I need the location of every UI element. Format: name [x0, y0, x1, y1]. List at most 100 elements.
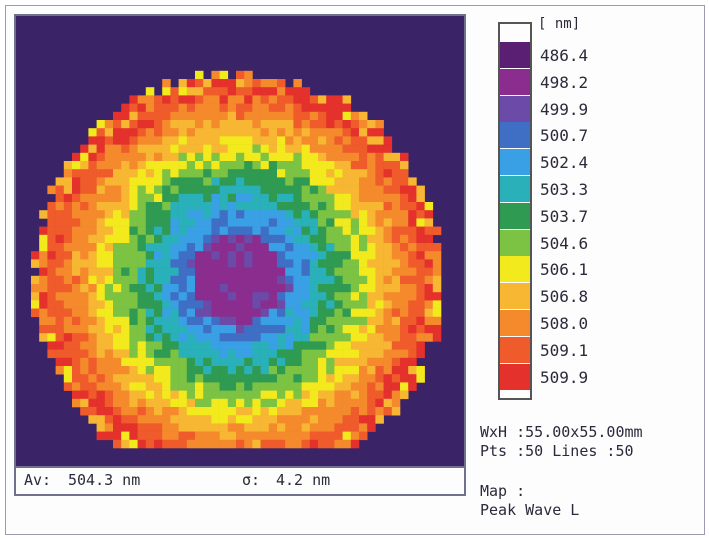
- heatmap-cell: [137, 103, 147, 113]
- heatmap-cell: [203, 111, 212, 121]
- heatmap-cell: [293, 136, 302, 145]
- heatmap-cell: [113, 128, 122, 137]
- heatmap-cell: [162, 333, 171, 342]
- heatmap-cell: [391, 243, 401, 252]
- heatmap-cell: [178, 341, 188, 350]
- heatmap-cell: [260, 316, 270, 326]
- heatmap-cell: [162, 284, 171, 293]
- heatmap-cell: [400, 226, 409, 236]
- heatmap-cell: [408, 349, 417, 359]
- heatmap-cell: [252, 333, 261, 342]
- heatmap-cell: [252, 243, 261, 252]
- legend-value: 486.4: [540, 46, 589, 65]
- heatmap-cell: [154, 325, 163, 334]
- heatmap-cell: [129, 284, 138, 293]
- heatmap-cell: [113, 407, 122, 416]
- heatmap-cell: [129, 161, 138, 170]
- heatmap-cell: [236, 136, 245, 145]
- heatmap-cell: [359, 177, 368, 186]
- heatmap-cell: [137, 202, 147, 211]
- heatmap-cell: [318, 226, 327, 236]
- heatmap-cell: [145, 259, 155, 268]
- heatmap-cell: [227, 382, 237, 391]
- heatmap-cell: [400, 177, 409, 186]
- heatmap-cell: [178, 423, 188, 432]
- heatmap-cell: [260, 292, 270, 301]
- heatmap-cell: [154, 234, 163, 244]
- heatmap-cell: [227, 341, 237, 350]
- heatmap-cell: [145, 128, 155, 137]
- heatmap-cell: [236, 349, 245, 359]
- heatmap-cell: [260, 382, 270, 391]
- heatmap-cell: [260, 267, 270, 277]
- heatmap-cell: [137, 300, 147, 309]
- heatmap-cell: [277, 251, 286, 260]
- heatmap-cell: [104, 259, 114, 268]
- heatmap-cell: [227, 316, 237, 326]
- heatmap-cell: [121, 243, 130, 252]
- heatmap-cell: [227, 398, 237, 408]
- heatmap-cell: [121, 349, 130, 359]
- heatmap-cell: [211, 398, 220, 408]
- heatmap-cell: [137, 407, 147, 416]
- heatmap-cell: [55, 226, 65, 236]
- heatmap-cell: [244, 210, 253, 219]
- heatmap-cell: [227, 292, 237, 301]
- heatmap-cell: [113, 308, 122, 318]
- heatmap-cell: [186, 390, 196, 400]
- heatmap-cell: [104, 202, 114, 211]
- heatmap-cell: [154, 128, 163, 137]
- heatmap-cell: [236, 185, 245, 195]
- heatmap-cell: [96, 341, 106, 350]
- heatmap-cell: [72, 357, 81, 367]
- heatmap-cell: [104, 161, 114, 170]
- heatmap-cell: [334, 300, 343, 309]
- heatmap-cell: [219, 341, 229, 350]
- heatmap-cell: [260, 79, 270, 88]
- heatmap-cell: [293, 259, 302, 268]
- heatmap-cell: [129, 243, 138, 252]
- heatmap-cell: [55, 177, 65, 186]
- heatmap-cell: [137, 161, 147, 170]
- heatmap-cell: [318, 185, 327, 195]
- heatmap-cell: [236, 161, 245, 170]
- heatmap-cell: [359, 316, 368, 326]
- heatmap-cell: [293, 333, 302, 342]
- heatmap-cell: [359, 128, 368, 137]
- heatmap-cell: [260, 193, 270, 203]
- heatmap-cell: [154, 193, 163, 203]
- heatmap-cell: [47, 333, 56, 342]
- heatmap-cell: [416, 210, 425, 219]
- heatmap-cell: [178, 374, 188, 383]
- heatmap-cell: [375, 161, 384, 170]
- heatmap-cell: [211, 79, 220, 88]
- heatmap-cell: [342, 259, 352, 268]
- heatmap-cell: [104, 193, 114, 203]
- heatmap-cell: [260, 284, 270, 293]
- heatmap-cell: [47, 234, 56, 244]
- heatmap-cell: [186, 341, 196, 350]
- heatmap-cell: [178, 349, 188, 359]
- heatmap-cell: [88, 177, 97, 186]
- heatmap-cell: [88, 202, 97, 211]
- heatmap-cell: [268, 144, 278, 154]
- heatmap-cell: [88, 259, 97, 268]
- heatmap-cell: [309, 398, 319, 408]
- heatmap-cell: [80, 292, 89, 301]
- heatmap-cell: [104, 284, 114, 293]
- heatmap-cell: [72, 193, 81, 203]
- heatmap-cell: [277, 234, 286, 244]
- heatmap-cell: [113, 349, 122, 359]
- heatmap-cell: [219, 152, 229, 162]
- heatmap-cell: [244, 423, 253, 432]
- heatmap-cell: [309, 120, 319, 129]
- heatmap-cell: [170, 333, 179, 342]
- heatmap-cell: [80, 177, 89, 186]
- heatmap-cell: [285, 423, 294, 432]
- heatmap-cell: [211, 341, 220, 350]
- heatmap-cell: [359, 374, 368, 383]
- heatmap-cell: [121, 144, 130, 154]
- heatmap-cell: [80, 407, 89, 416]
- heatmap-cell: [268, 120, 278, 129]
- heatmap-cell: [277, 349, 286, 359]
